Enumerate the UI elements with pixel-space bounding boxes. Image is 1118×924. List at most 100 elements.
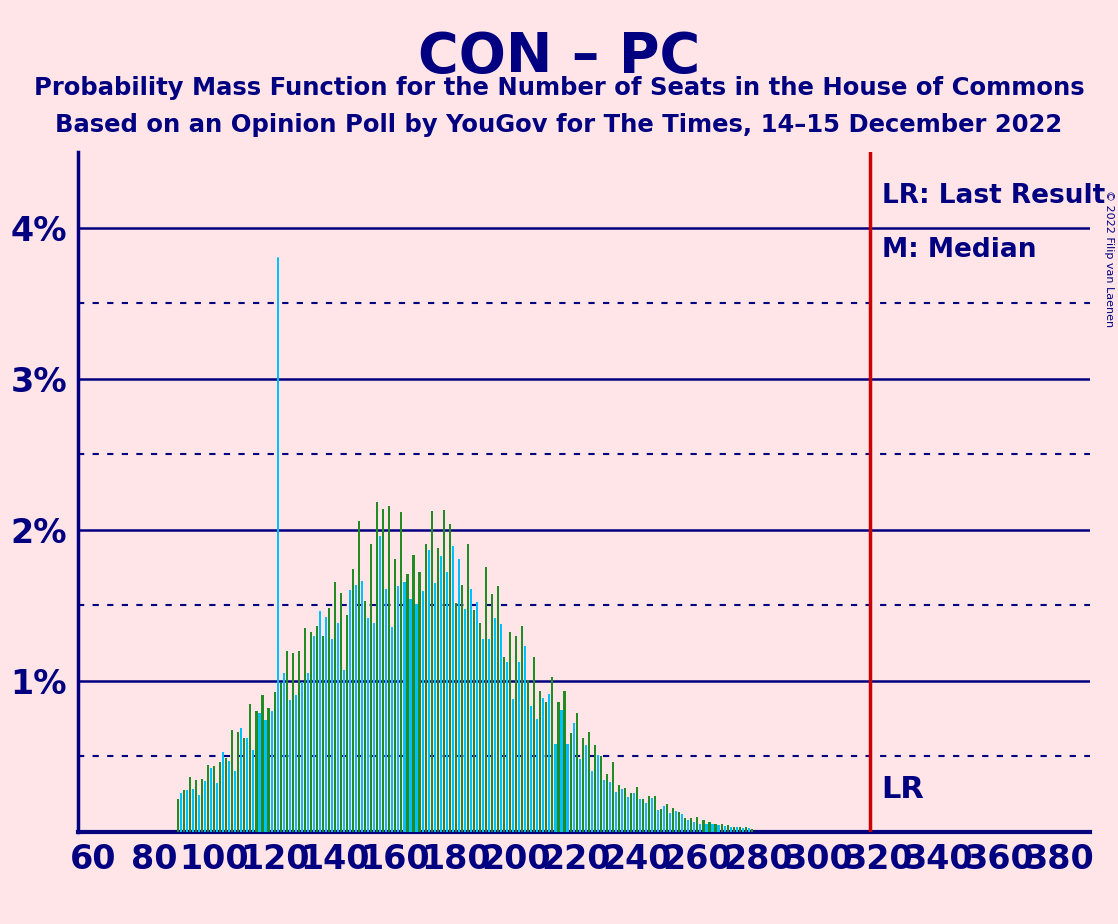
Bar — [391, 627, 394, 832]
Bar — [262, 696, 264, 832]
Bar — [255, 711, 257, 832]
Bar — [386, 589, 387, 832]
Bar — [494, 618, 496, 832]
Bar — [503, 657, 505, 832]
Text: LR: Last Result: LR: Last Result — [882, 183, 1105, 209]
Bar — [334, 582, 337, 832]
Bar — [590, 771, 593, 832]
Bar — [214, 766, 216, 832]
Bar — [615, 792, 617, 832]
Bar — [727, 824, 729, 832]
Bar — [675, 811, 678, 832]
Bar — [331, 639, 333, 832]
Bar — [606, 774, 608, 832]
Bar — [225, 759, 227, 832]
Bar — [404, 582, 406, 832]
Bar — [306, 674, 309, 832]
Bar — [216, 784, 218, 832]
Bar — [427, 550, 429, 832]
Bar — [745, 827, 747, 832]
Bar — [521, 626, 523, 832]
Bar — [720, 824, 722, 832]
Bar — [537, 719, 539, 832]
Bar — [395, 559, 397, 832]
Bar — [539, 691, 541, 832]
Bar — [205, 781, 206, 832]
Bar — [418, 572, 420, 832]
Bar — [518, 663, 520, 832]
Bar — [702, 820, 704, 832]
Bar — [249, 704, 252, 832]
Bar — [487, 639, 490, 832]
Bar — [297, 650, 300, 832]
Bar — [533, 657, 536, 832]
Bar — [295, 696, 296, 832]
Bar — [473, 610, 475, 832]
Bar — [379, 536, 381, 832]
Bar — [581, 737, 584, 832]
Bar — [748, 828, 750, 832]
Bar — [666, 804, 669, 832]
Bar — [670, 812, 671, 832]
Bar — [319, 611, 321, 832]
Bar — [700, 823, 701, 832]
Bar — [421, 591, 424, 832]
Bar — [397, 586, 399, 832]
Bar — [301, 682, 303, 832]
Bar — [409, 599, 411, 832]
Bar — [443, 510, 445, 832]
Bar — [705, 824, 708, 832]
Text: CON – PC: CON – PC — [418, 30, 700, 84]
Bar — [292, 652, 294, 832]
Bar — [709, 822, 711, 832]
Bar — [627, 796, 629, 832]
Bar — [183, 790, 184, 832]
Bar — [452, 546, 454, 832]
Bar — [231, 730, 234, 832]
Bar — [739, 827, 741, 832]
Bar — [506, 662, 509, 832]
Bar — [648, 796, 651, 832]
Bar — [597, 755, 599, 832]
Bar — [361, 580, 363, 832]
Bar — [407, 574, 408, 832]
Bar — [612, 762, 614, 832]
Bar — [448, 524, 451, 832]
Bar — [560, 711, 562, 832]
Bar — [310, 632, 312, 832]
Bar — [244, 738, 246, 832]
Bar — [267, 709, 269, 832]
Bar — [639, 798, 641, 832]
Bar — [500, 624, 502, 832]
Bar — [594, 746, 596, 832]
Bar — [430, 511, 433, 832]
Bar — [180, 793, 182, 832]
Bar — [563, 691, 566, 832]
Bar — [219, 762, 221, 832]
Bar — [280, 683, 282, 832]
Bar — [681, 814, 683, 832]
Bar — [599, 756, 601, 832]
Bar — [258, 712, 260, 832]
Bar — [370, 544, 372, 832]
Bar — [382, 509, 385, 832]
Bar — [222, 752, 225, 832]
Bar — [352, 569, 354, 832]
Bar — [388, 506, 390, 832]
Bar — [288, 699, 291, 832]
Text: Based on an Opinion Poll by YouGov for The Times, 14–15 December 2022: Based on an Opinion Poll by YouGov for T… — [56, 113, 1062, 137]
Bar — [633, 794, 635, 832]
Bar — [636, 786, 638, 832]
Bar — [210, 768, 212, 832]
Bar — [697, 817, 699, 832]
Bar — [491, 594, 493, 832]
Bar — [367, 618, 369, 832]
Bar — [609, 782, 610, 832]
Bar — [711, 824, 713, 832]
Bar — [201, 780, 203, 832]
Bar — [736, 828, 738, 832]
Bar — [567, 744, 569, 832]
Bar — [551, 677, 553, 832]
Bar — [684, 818, 686, 832]
Bar — [457, 559, 459, 832]
